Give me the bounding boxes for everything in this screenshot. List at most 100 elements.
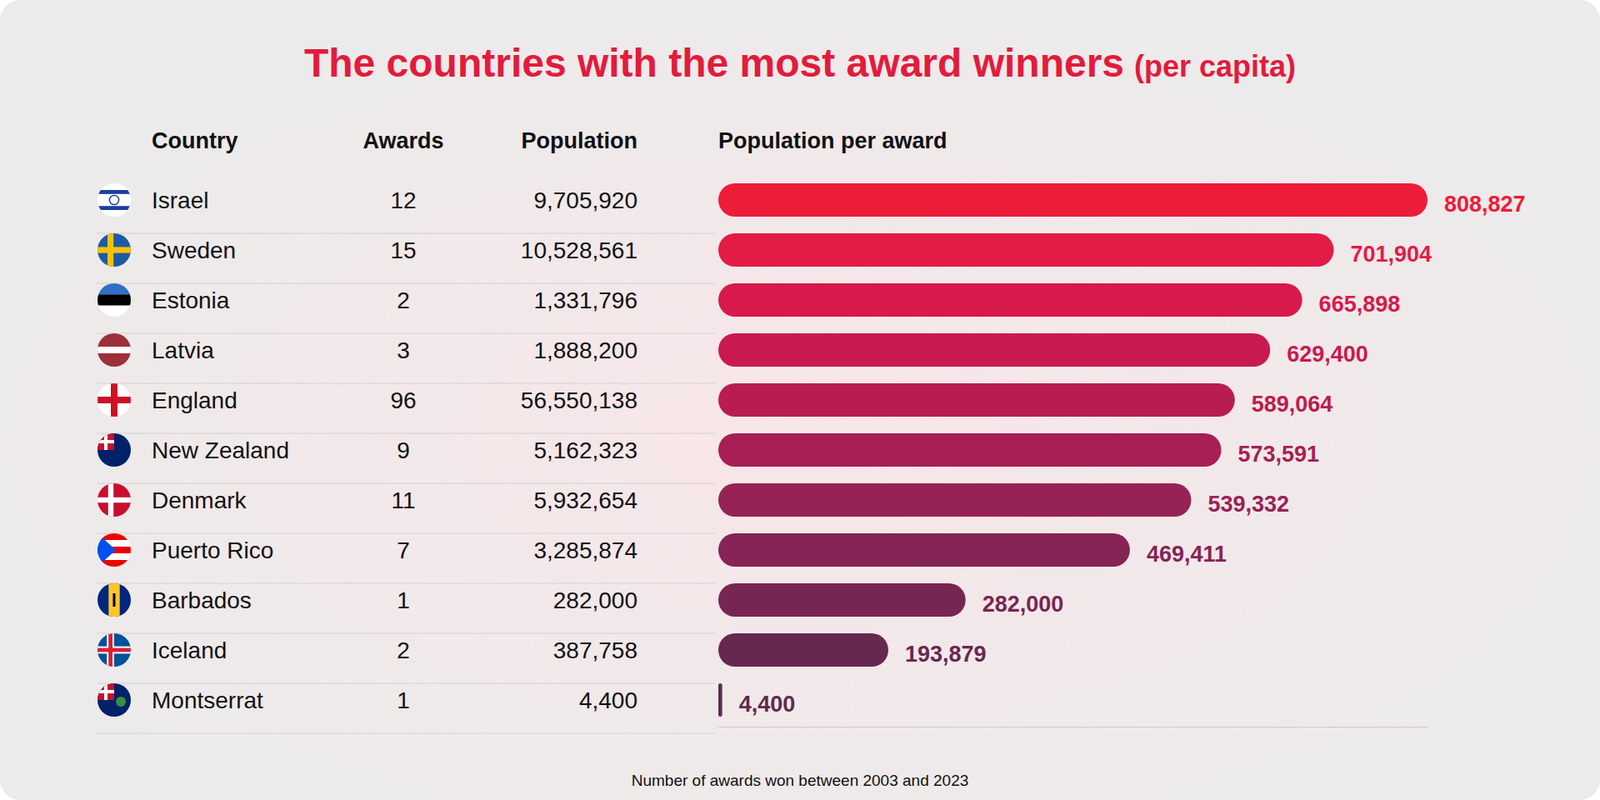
flag [97, 433, 131, 467]
country-label: England [151, 387, 238, 414]
flag [97, 183, 131, 217]
flag-part [97, 305, 131, 317]
bar [718, 233, 1335, 267]
flag-part [97, 690, 115, 694]
flag-part [97, 646, 131, 655]
country-label: Sweden [151, 237, 236, 264]
country-label: Denmark [151, 487, 248, 514]
flag-part [97, 433, 131, 467]
population-cell: 9,705,920 [533, 187, 638, 214]
flag-part [97, 483, 131, 517]
flag-part [97, 633, 131, 667]
awards-cell: 9 [396, 437, 410, 464]
awards-cell: 2 [396, 637, 410, 664]
flag-part [97, 533, 116, 567]
flag-part [97, 433, 115, 450]
awards-cell: 96 [390, 387, 416, 414]
population-cell: 5,162,323 [533, 437, 638, 464]
flag [97, 583, 131, 617]
flag-part [97, 383, 131, 417]
flag [97, 283, 131, 317]
flag [97, 383, 131, 417]
population-cell: 3,285,874 [533, 537, 638, 564]
column-header: Population per award [718, 128, 948, 154]
column-header: Awards [362, 128, 444, 154]
country-label: Israel [151, 187, 209, 214]
chart: The countries with the most award winner… [0, 0, 1600, 800]
flag-part [97, 648, 131, 653]
data-label: 665,898 [1319, 291, 1401, 317]
flag-part [97, 683, 115, 700]
row-separator [96, 333, 715, 335]
population-cell: 10,528,561 [520, 237, 638, 264]
flag-part [113, 593, 116, 607]
country-label: Puerto Rico [151, 537, 274, 564]
row-separator [96, 283, 715, 285]
flag-part [109, 195, 119, 205]
bars [718, 183, 1428, 717]
flag-part [97, 233, 131, 267]
flag [97, 483, 131, 517]
column-header: Country [151, 128, 239, 154]
row-separator [96, 482, 715, 484]
flag-part [97, 246, 131, 253]
awards-cell: 12 [390, 187, 416, 214]
x-axis [719, 726, 1429, 728]
flag-part [108, 583, 120, 617]
country-label: Latvia [151, 337, 215, 364]
background [0, 0, 1600, 800]
flag [97, 633, 131, 667]
bar [718, 483, 1191, 517]
awards-cell: 1 [396, 687, 410, 714]
flag-part [97, 183, 131, 217]
population-cell: 5,932,654 [533, 487, 638, 514]
flag-part [97, 346, 131, 354]
flag-part [97, 396, 131, 404]
row-separator [96, 732, 715, 734]
flag-part [97, 583, 131, 617]
data-label: 4,400 [739, 691, 796, 717]
flag-part [97, 283, 131, 295]
population-cell: 1,888,200 [533, 337, 638, 364]
bar [718, 583, 966, 617]
bar [718, 383, 1235, 417]
bar [718, 533, 1130, 567]
bar [718, 333, 1270, 367]
data-label: 808,827 [1444, 191, 1526, 217]
axis-line [719, 726, 1429, 728]
bar [718, 283, 1303, 317]
country-label: New Zealand [151, 437, 290, 464]
country-label: Montserrat [151, 687, 264, 714]
flag [97, 233, 131, 267]
data-label: 193,879 [905, 641, 987, 667]
title: The countries with the most award winner… [304, 40, 1125, 85]
row-separator [96, 383, 715, 385]
bar [718, 433, 1221, 467]
awards-cell: 1 [396, 587, 410, 614]
data-label: 589,064 [1251, 391, 1334, 417]
flag-part [97, 205, 131, 210]
flag-part [97, 333, 131, 367]
bar [718, 183, 1428, 217]
bar [718, 683, 723, 717]
footnote: Number of awards won between 2003 and 20… [631, 771, 970, 790]
flag-part [97, 440, 115, 444]
population-cell: 282,000 [553, 587, 638, 614]
population-cell: 4,400 [579, 687, 638, 714]
data-label: 629,400 [1286, 341, 1369, 367]
row-separator [96, 632, 715, 634]
row-separator [96, 532, 715, 534]
row-separator [96, 682, 715, 684]
flag [97, 683, 131, 717]
bar [718, 633, 889, 667]
column-header: Population [521, 128, 638, 154]
awards-cell: 3 [396, 337, 410, 364]
flag-part [97, 497, 131, 503]
flag-part [97, 190, 131, 195]
data-label: 469,411 [1146, 541, 1227, 567]
row-separator [96, 433, 715, 435]
row-separator [96, 233, 715, 235]
data-label: 539,332 [1207, 491, 1290, 517]
flag-part [97, 294, 131, 305]
data-label: 573,591 [1237, 441, 1320, 467]
